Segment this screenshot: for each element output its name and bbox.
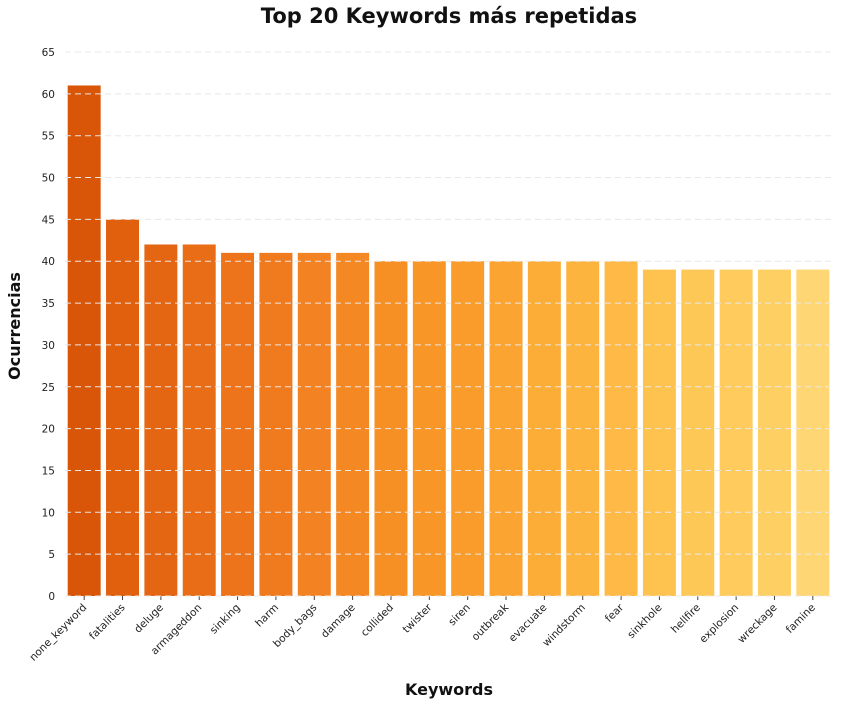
bar-harm [259,252,293,596]
bar-sinking [221,252,255,596]
y-tick-label: 60 [42,89,55,101]
y-tick-label: 0 [48,591,55,603]
y-tick-label: 40 [42,256,55,268]
y-tick-label: 25 [42,382,55,394]
gridlines [65,51,832,597]
x-tick-label: fatalities [87,602,128,643]
y-tick-label: 20 [42,424,55,436]
y-tick-label: 45 [42,214,55,226]
x-tick-label: sinking [208,602,243,637]
y-tick-label: 55 [42,131,55,143]
x-tick-label: harm [253,602,281,630]
x-tick-label: fear [603,601,627,625]
x-tick-label: collided [359,602,396,639]
chart-title: Top 20 Keywords más repetidas [260,4,638,28]
x-tick-label: hellfire [669,602,703,636]
bar-body_bags [297,252,331,596]
x-tick-label: none_keyword [27,602,89,664]
bar-famine [796,269,830,596]
y-tick-label: 5 [48,549,55,561]
x-tick-label: outbreak [469,601,511,643]
x-tick-label: deluge [132,602,166,636]
y-tick-label: 35 [42,298,55,310]
bar-wreckage [757,269,791,596]
y-tick-label: 30 [42,340,55,352]
y-tick-label: 10 [42,507,55,519]
x-tick-label: siren [446,602,473,629]
bar-sinkhole [642,269,676,596]
x-tick-label: sinkhole [625,602,664,641]
bar-armageddon [182,244,216,596]
y-tick-label: 15 [42,465,55,477]
bar-hellfire [681,269,715,596]
x-tick-label: explosion [697,602,741,646]
x-tick-label: famine [784,602,818,636]
bar-damage [336,252,370,596]
x-tick-label: damage [319,602,358,641]
x-tick-label: wreckage [735,602,779,646]
y-axis-ticks: 0 5 10 15 20 25 30 35 40 45 50 55 60 65 [42,47,55,603]
bar-windstorm [566,261,600,596]
bars [67,85,830,596]
bar-explosion [719,269,753,596]
bar-deluge [144,244,178,596]
x-tick-label: twister [401,601,435,635]
y-axis-title: Ocurrencias [5,272,24,380]
bar-fatalities [106,219,140,596]
x-axis-title: Keywords [405,680,493,699]
y-tick-label: 50 [42,173,55,185]
y-tick-label: 65 [42,47,55,59]
bar-none_keyword [67,85,101,596]
